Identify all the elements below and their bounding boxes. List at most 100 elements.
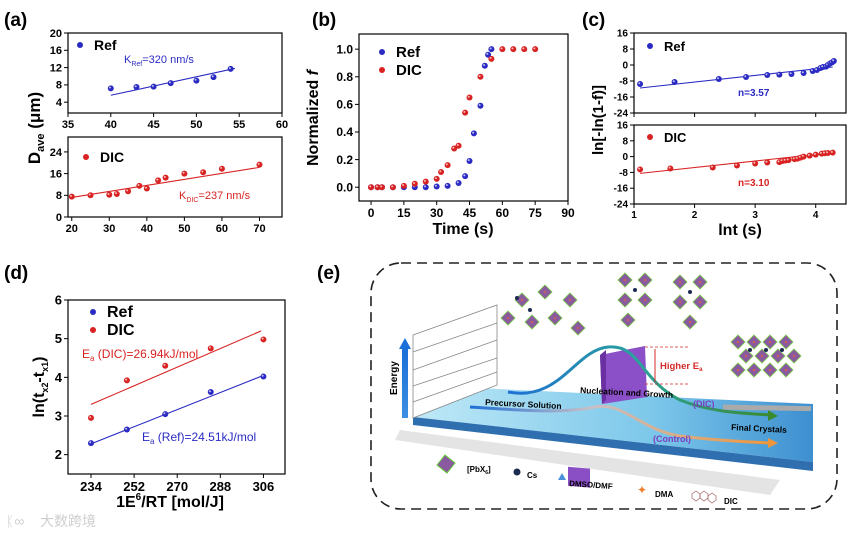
data-point-ref [193,77,200,84]
dic-path-label: (DIC) [693,399,715,409]
data-point-highlight [780,159,783,162]
data-point-ref [743,74,750,80]
y-tick-label: 16 [50,168,62,180]
cs-atom-icon [764,348,768,352]
platform-shadow [395,430,780,495]
y-tick-label: 8 [622,45,628,56]
chart-a-ref: 35 40 45 50 55 60 4 8 12 16 20 Ref [50,28,288,131]
data-point-highlight [801,71,804,74]
pb-atom-icon [678,280,682,284]
data-point-highlight [522,47,525,50]
x-tick-label: 75 [528,206,542,220]
legend-dma-star-icon: ✦ [637,483,647,497]
y-tick-label: 24 [50,147,63,159]
legend-label-dic: DIC [100,149,124,165]
annotation-a-ref-k: KRef=320 nm/s [124,54,194,68]
x-tick-label: 60 [276,119,288,131]
data-point-ref [462,173,469,180]
data-point-ref [260,373,267,380]
data-point-highlight [668,166,671,169]
platform-front [413,417,813,471]
data-point-highlight [423,185,426,188]
data-point-ref [800,70,807,76]
data-point-ref [481,62,488,69]
y-tick-label: 2 [55,447,62,462]
data-point-ref [466,157,473,164]
x-tick-label: 234 [80,479,102,494]
data-point-highlight [798,155,801,158]
data-point-dic [68,193,75,200]
x-tick-label: 45 [147,119,159,131]
plot-frame [633,124,847,205]
data-point-highlight [423,179,426,182]
y-tick-label: -24 [614,109,629,120]
data-point-highlight [463,110,466,113]
pb-atom-icon [776,354,780,358]
y-tick-label: 0.2 [336,153,353,167]
substrate-bar [723,404,811,412]
data-point-highlight [145,186,148,189]
data-point-highlight [463,174,466,177]
data-point-dic [752,160,759,167]
pb-atom-icon [760,354,764,358]
y-tick-label: 12 [50,62,62,74]
legend-label-dic: DIC [396,62,422,79]
data-point-dic [438,169,445,176]
data-point-ref [123,426,130,433]
data-point-highlight [413,181,416,184]
legend-label-ref: Ref [94,37,117,53]
y-tick-label: 0 [56,212,62,224]
data-point-highlight [795,156,798,159]
plot-frame [67,32,283,114]
data-point-highlight [753,161,756,164]
axis-title-a-y: Dave (μm) [25,92,47,164]
y-tick-label: 8 [56,80,62,92]
data-point-dic [462,109,469,116]
data-point-highlight [823,151,825,154]
data-point-highlight [261,374,264,377]
data-point-highlight [821,65,824,68]
data-point-dic [378,184,385,191]
x-tick-label: 15 [397,206,411,220]
data-point-dic [422,178,429,185]
data-point-ref [830,58,837,64]
pb-atom-icon [543,290,547,294]
x-tick-label: 30 [103,223,115,235]
data-point-highlight [467,95,470,98]
energy-arrow-icon [399,338,411,418]
legend-dic-molecule-icon [691,490,717,504]
legend-pbx6-label: [PbX6] [467,465,491,476]
data-point-highlight [456,143,459,146]
data-point-highlight [830,150,833,153]
legend-label-dic: DIC [664,130,687,145]
data-point-dic [637,166,644,173]
data-point-ref [150,83,157,90]
data-point-highlight [472,131,475,134]
pb-atom-icon [623,278,627,282]
higher-ea-label: Higher Ea [660,361,703,373]
chart-a-dic: 20 30 40 50 60 70 0 8 16 24 DIC [50,136,283,235]
x-tick-label: 3 [752,210,758,221]
pb-atom-icon [568,298,572,302]
data-point-dic [125,188,132,195]
data-point-highlight [125,427,128,430]
axis-title-b-y: Normalized f [305,68,322,166]
control-path-label: (Control) [653,434,691,444]
y-tick-label: -8 [619,77,628,88]
data-point-highlight [813,152,816,155]
pb-atom-icon [736,340,740,344]
data-point-dic [812,151,819,158]
plot-frame [67,299,286,475]
data-point-ref [162,411,169,418]
fit-line-ref [639,66,833,89]
nucleation-label: Nucleation and Growth [580,385,673,400]
axis-title-c-x: lnt (s) [718,222,762,239]
final-crystals-label: Final Crystals [731,422,787,435]
cs-atom-icon [633,288,637,292]
pb-atom-icon [768,368,772,372]
y-tick-label: 0.8 [336,70,353,84]
data-point-highlight [137,184,140,187]
data-point-ref [488,46,495,53]
x-tick-label: 1 [631,210,637,221]
